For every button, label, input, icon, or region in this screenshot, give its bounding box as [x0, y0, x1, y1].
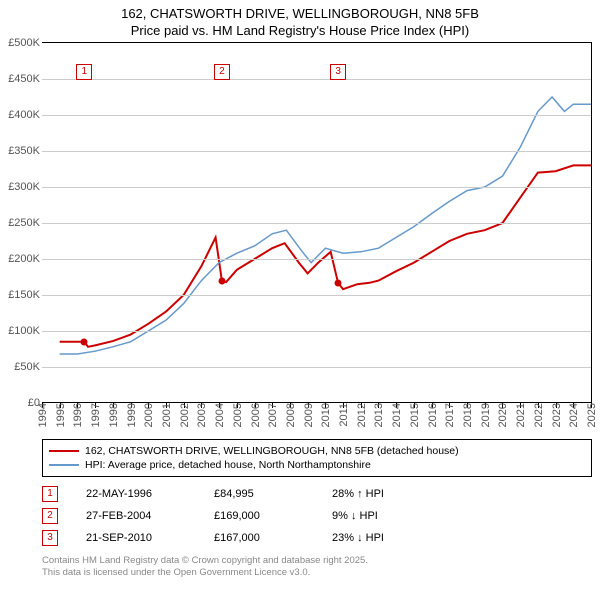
footer-attribution: Contains HM Land Registry data © Crown c…: [42, 555, 592, 579]
y-tick-label: £500K: [8, 37, 42, 49]
legend: 162, CHATSWORTH DRIVE, WELLINGBOROUGH, N…: [42, 439, 592, 477]
sale-row: 3 21-SEP-2010 £167,000 23% ↓ HPI: [42, 527, 592, 549]
y-tick-label: £250K: [8, 217, 42, 229]
legend-swatch: [49, 450, 79, 452]
gridline-h: [42, 151, 591, 152]
sale-row: 1 22-MAY-1996 £84,995 28% ↑ HPI: [42, 483, 592, 505]
chart-container: 162, CHATSWORTH DRIVE, WELLINGBOROUGH, N…: [0, 0, 600, 579]
gridline-h: [42, 187, 591, 188]
y-tick-label: £200K: [8, 253, 42, 265]
y-tick-label: £150K: [8, 289, 42, 301]
sale-price: £167,000: [214, 532, 304, 544]
plot-area: £0£50K£100K£150K£200K£250K£300K£350K£400…: [42, 42, 592, 403]
gridline-h: [42, 295, 591, 296]
sale-row-marker: 2: [42, 508, 58, 524]
gridline-h: [42, 223, 591, 224]
sale-diff: 23% ↓ HPI: [332, 532, 384, 544]
plot-inner: [42, 43, 591, 403]
sale-marker-1: 1: [76, 64, 92, 80]
legend-swatch: [49, 464, 79, 466]
sale-date: 22-MAY-1996: [86, 488, 186, 500]
title-line-2: Price paid vs. HM Land Registry's House …: [10, 23, 590, 40]
sale-marker-2: 2: [214, 64, 230, 80]
footer-line-1: Contains HM Land Registry data © Crown c…: [42, 555, 592, 567]
sale-diff: 9% ↓ HPI: [332, 510, 378, 522]
gridline-h: [42, 115, 591, 116]
sale-row: 2 27-FEB-2004 £169,000 9% ↓ HPI: [42, 505, 592, 527]
y-tick-label: £400K: [8, 109, 42, 121]
chart-title: 162, CHATSWORTH DRIVE, WELLINGBOROUGH, N…: [0, 0, 600, 42]
x-axis: [42, 403, 592, 437]
sale-price: £169,000: [214, 510, 304, 522]
sale-price: £84,995: [214, 488, 304, 500]
legend-label: 162, CHATSWORTH DRIVE, WELLINGBOROUGH, N…: [85, 445, 459, 457]
gridline-h: [42, 331, 591, 332]
sale-marker-3: 3: [330, 64, 346, 80]
sale-dot-2: [218, 278, 225, 285]
sale-row-marker: 1: [42, 486, 58, 502]
gridline-h: [42, 79, 591, 80]
y-tick-label: £350K: [8, 145, 42, 157]
sale-dot-3: [335, 279, 342, 286]
gridline-h: [42, 367, 591, 368]
series-price_paid: [60, 165, 591, 346]
y-tick-label: £450K: [8, 73, 42, 85]
sale-date: 21-SEP-2010: [86, 532, 186, 544]
y-tick-label: £300K: [8, 181, 42, 193]
gridline-h: [42, 259, 591, 260]
footer-line-2: This data is licensed under the Open Gov…: [42, 567, 592, 579]
y-tick-label: £50K: [14, 361, 42, 373]
title-line-1: 162, CHATSWORTH DRIVE, WELLINGBOROUGH, N…: [10, 6, 590, 23]
legend-label: HPI: Average price, detached house, Nort…: [85, 459, 371, 471]
sale-dot-1: [81, 338, 88, 345]
sales-table: 1 22-MAY-1996 £84,995 28% ↑ HPI 2 27-FEB-2004…: [42, 483, 592, 549]
sale-row-marker: 3: [42, 530, 58, 546]
sale-date: 27-FEB-2004: [86, 510, 186, 522]
series-hpi: [60, 97, 591, 354]
legend-row: HPI: Average price, detached house, Nort…: [49, 458, 585, 472]
sale-diff: 28% ↑ HPI: [332, 488, 384, 500]
y-tick-label: £100K: [8, 325, 42, 337]
legend-row: 162, CHATSWORTH DRIVE, WELLINGBOROUGH, N…: [49, 444, 585, 458]
